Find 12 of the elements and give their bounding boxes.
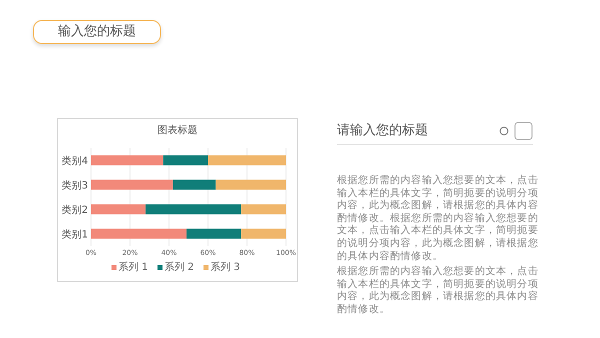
- legend-label: 系列 2: [164, 261, 194, 273]
- legend-label: 系列 3: [210, 261, 240, 273]
- chart-title: 图表标题: [158, 124, 198, 136]
- text: 根据您所需的内容输入您想要的文本，点击输入本栏的具体文字，简明扼要的说明分项内容，此为概念图解，请根据您的具体内容酌情修改。根据您所需的内容输入您想要的文本，点击输入本栏的具体文字，简明扼要的说明分项内容，此为概念图解，请根据您的具体内容酌情修改。: [337, 175, 539, 264]
- y-tick-label: 类别1: [62, 228, 88, 240]
- text: 根据您所需的内容输入您想要的文本，点击输入本栏的具体文字，简明扼要的说明分项内容，此为概念图解，请根据您的具体内容酌情修改。: [337, 266, 539, 317]
- text: 请输入您的标题: [337, 122, 428, 139]
- y-tick-label: 类别3: [62, 179, 88, 192]
- y-tick-label: 类别2: [62, 204, 88, 216]
- legend-label: 系列 1: [118, 261, 148, 273]
- text: 输入您的标题: [34, 21, 160, 42]
- y-tick-label: 类别4: [62, 154, 88, 167]
